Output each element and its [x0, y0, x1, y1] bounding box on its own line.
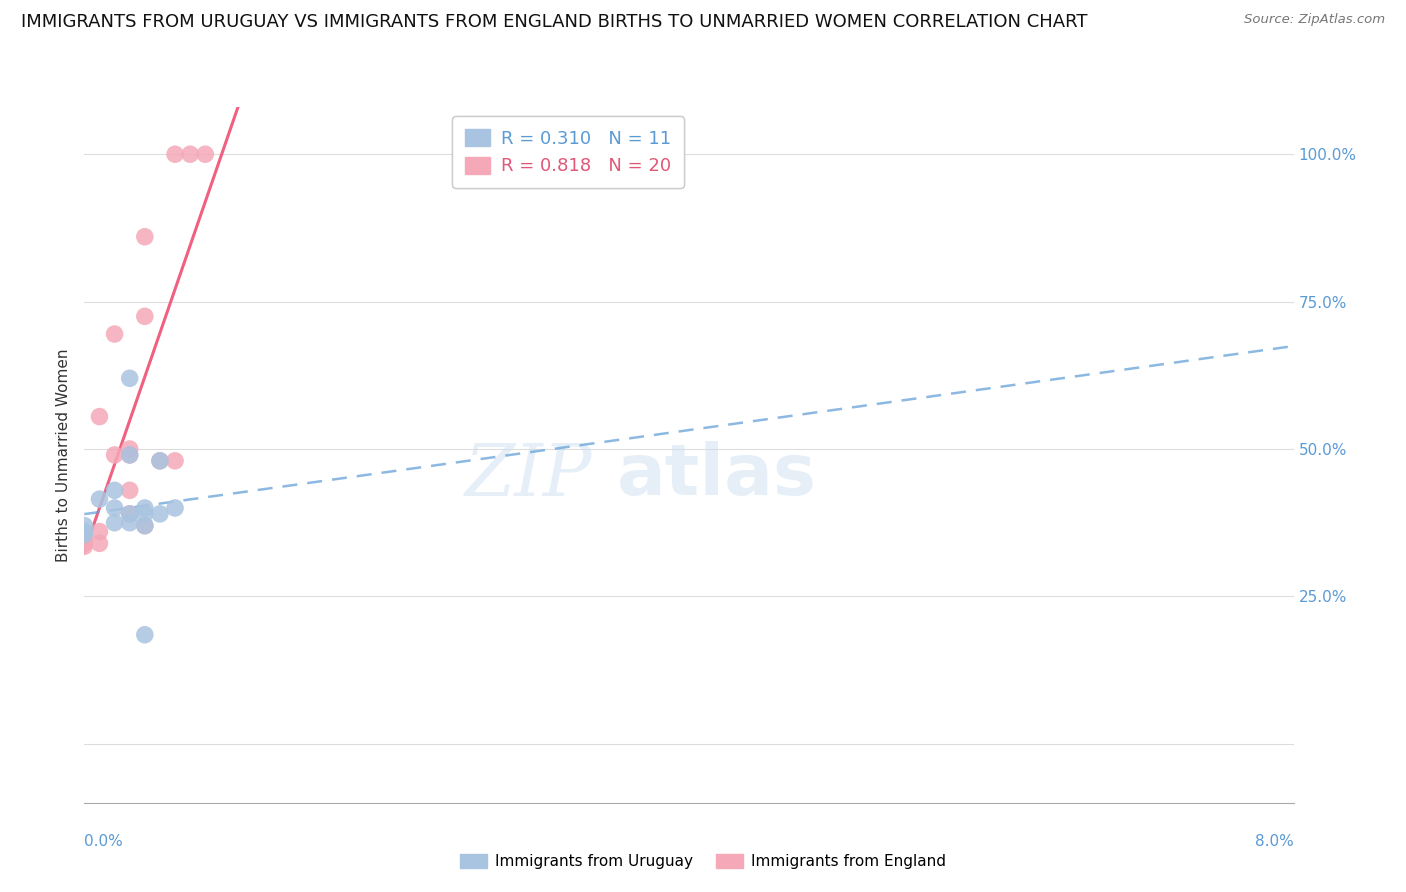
- Y-axis label: Births to Unmarried Women: Births to Unmarried Women: [56, 348, 72, 562]
- Point: [73, 518, 96, 533]
- Point: [118, 483, 141, 498]
- Point: [104, 448, 127, 462]
- Point: [179, 147, 201, 161]
- Point: [118, 448, 141, 462]
- Point: [73, 531, 96, 545]
- Point: [73, 536, 96, 550]
- Point: [134, 310, 156, 324]
- Point: [134, 500, 156, 515]
- Point: [118, 516, 141, 530]
- Point: [149, 454, 172, 468]
- Point: [118, 448, 141, 462]
- Text: Source: ZipAtlas.com: Source: ZipAtlas.com: [1244, 13, 1385, 27]
- Text: 8.0%: 8.0%: [1254, 834, 1294, 849]
- Point: [134, 628, 156, 642]
- Point: [194, 147, 217, 161]
- Point: [134, 518, 156, 533]
- Point: [89, 536, 111, 550]
- Point: [73, 539, 96, 553]
- Point: [118, 507, 141, 521]
- Point: [89, 492, 111, 507]
- Point: [89, 524, 111, 539]
- Point: [89, 409, 111, 424]
- Point: [165, 454, 187, 468]
- Point: [73, 527, 96, 541]
- Point: [165, 147, 187, 161]
- Point: [73, 524, 96, 539]
- Text: ZIP: ZIP: [465, 441, 592, 511]
- Point: [134, 507, 156, 521]
- Text: atlas: atlas: [616, 442, 817, 510]
- Point: [134, 229, 156, 244]
- Text: 0.0%: 0.0%: [84, 834, 124, 849]
- Point: [118, 507, 141, 521]
- Point: [134, 518, 156, 533]
- Point: [149, 507, 172, 521]
- Point: [104, 516, 127, 530]
- Point: [118, 371, 141, 385]
- Point: [118, 442, 141, 456]
- Legend: R = 0.310   N = 11, R = 0.818   N = 20: R = 0.310 N = 11, R = 0.818 N = 20: [453, 116, 683, 188]
- Legend: Immigrants from Uruguay, Immigrants from England: Immigrants from Uruguay, Immigrants from…: [454, 848, 952, 875]
- Point: [104, 483, 127, 498]
- Point: [104, 500, 127, 515]
- Text: IMMIGRANTS FROM URUGUAY VS IMMIGRANTS FROM ENGLAND BIRTHS TO UNMARRIED WOMEN COR: IMMIGRANTS FROM URUGUAY VS IMMIGRANTS FR…: [21, 13, 1088, 31]
- Point: [104, 326, 127, 341]
- Point: [149, 454, 172, 468]
- Point: [165, 500, 187, 515]
